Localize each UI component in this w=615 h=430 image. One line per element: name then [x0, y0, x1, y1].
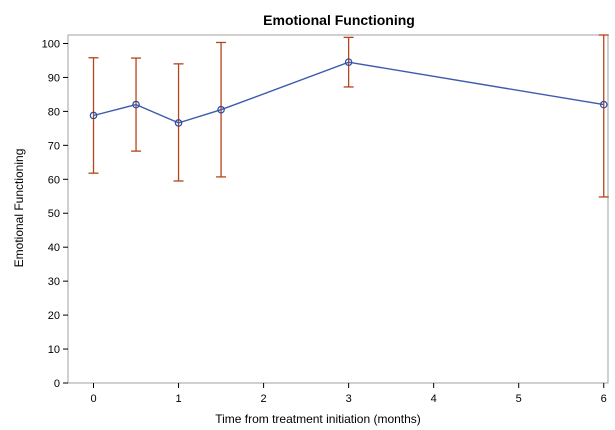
x-tick-label: 0 [90, 393, 96, 405]
data-point [344, 58, 353, 66]
x-tick-label: 2 [261, 393, 267, 405]
plot-frame [67, 34, 609, 384]
data-point [599, 100, 608, 109]
y-tick-label: 70 [48, 140, 60, 152]
markers [89, 58, 608, 127]
series-group [93, 61, 604, 124]
x-tick-label: 6 [601, 393, 607, 405]
data-point [217, 105, 225, 114]
x-tick-label: 4 [431, 393, 437, 405]
x-axis-label: Time from treatment initiation (months) [215, 412, 421, 426]
data-point [132, 100, 140, 109]
y-tick-label: 90 [48, 72, 60, 84]
y-tick-label: 30 [48, 276, 60, 288]
y-tick-label: 40 [48, 242, 60, 254]
y-tick-label: 0 [54, 378, 60, 390]
y-tick-label: 80 [48, 106, 60, 118]
y-axis: 0 10 20 30 40 50 60 70 80 90 100 [42, 38, 68, 390]
y-tick-label: 100 [42, 38, 60, 50]
chart-title: Emotional Functioning [263, 12, 415, 28]
y-axis-label: Emotional Functioning [12, 149, 26, 268]
x-tick-label: 3 [346, 393, 352, 405]
x-tick-label: 5 [516, 393, 522, 405]
x-axis: 0 1 2 3 4 5 6 [90, 383, 607, 405]
data-point [89, 111, 98, 120]
y-tick-label: 10 [48, 344, 60, 356]
y-tick-label: 50 [48, 208, 60, 220]
y-tick-label: 60 [48, 174, 60, 186]
series-line [93, 61, 604, 124]
y-tick-label: 20 [48, 310, 60, 322]
data-point [174, 119, 183, 127]
x-tick-label: 1 [175, 393, 181, 405]
